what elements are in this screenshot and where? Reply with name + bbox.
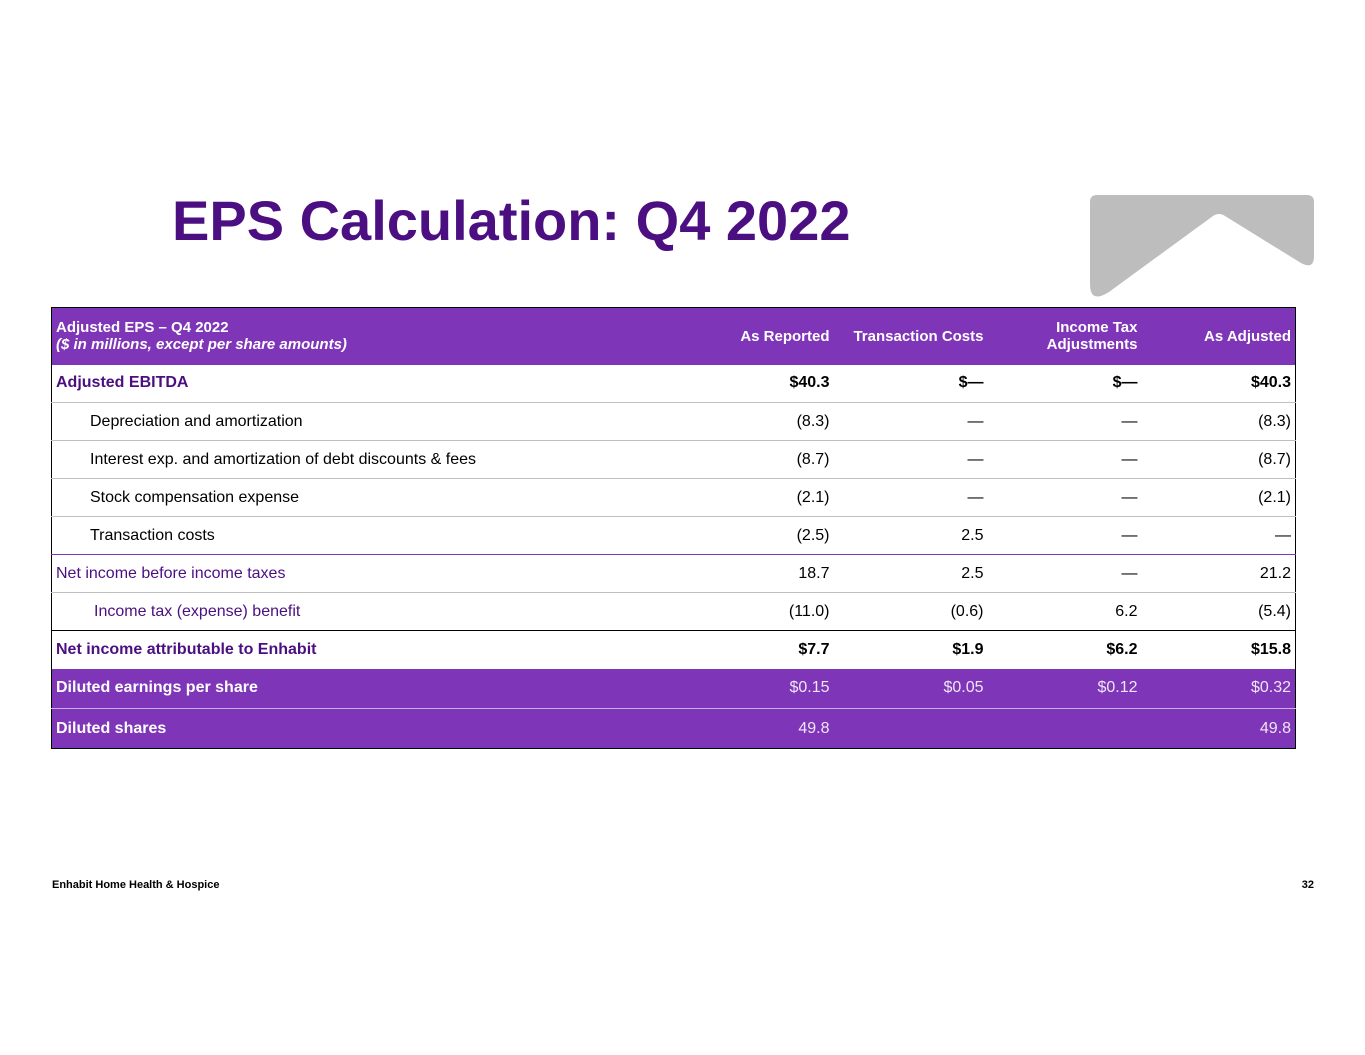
table-row-diluted-eps: Diluted earnings per share $0.15 $0.05 $… (51, 668, 1296, 709)
cell-as-adjusted: (5.4) (1258, 602, 1291, 620)
cell-transaction-costs: — (967, 412, 984, 430)
cell-as-reported: 18.7 (798, 564, 830, 582)
header-title: Adjusted EPS – Q4 2022 (56, 319, 229, 337)
cell-transaction-costs: 2.5 (961, 564, 984, 582)
cell-income-tax-adjustments: — (1121, 412, 1138, 430)
row-label: Diluted shares (56, 719, 167, 737)
row-label: Interest exp. and amortization of debt d… (90, 450, 476, 468)
row-label: Income tax (expense) benefit (94, 602, 301, 620)
header-income-tax-line2: Adjustments (1046, 336, 1138, 354)
header-subtitle: ($ in millions, except per share amounts… (56, 336, 347, 354)
cell-as-adjusted: — (1275, 526, 1291, 544)
table-row-transaction-costs: Transaction costs (2.5) 2.5 — — (51, 517, 1296, 555)
row-label: Adjusted EBITDA (56, 374, 189, 392)
header-income-tax-line1: Income Tax (1056, 319, 1138, 337)
header-as-adjusted: As Adjusted (1204, 327, 1291, 345)
cell-income-tax-adjustments: $— (1112, 374, 1138, 392)
cell-income-tax-adjustments: — (1121, 526, 1138, 544)
table-header-row: Adjusted EPS – Q4 2022 ($ in millions, e… (51, 307, 1296, 365)
cell-as-adjusted: 21.2 (1259, 564, 1291, 582)
cell-as-reported: (11.0) (788, 602, 830, 620)
cell-as-adjusted: $0.32 (1250, 679, 1291, 697)
table-row-depreciation: Depreciation and amortization (8.3) — — … (51, 403, 1296, 441)
table-row-interest-expense: Interest exp. and amortization of debt d… (51, 441, 1296, 479)
cell-income-tax-adjustments: — (1121, 564, 1138, 582)
table-row-stock-compensation: Stock compensation expense (2.1) — — (2.… (51, 479, 1296, 517)
company-logo-icon (1090, 195, 1314, 297)
footer-company-name: Enhabit Home Health & Hospice (52, 879, 220, 891)
page-number: 32 (1301, 879, 1314, 891)
cell-as-adjusted: (8.3) (1258, 412, 1291, 430)
cell-transaction-costs: (0.6) (950, 602, 984, 620)
row-label: Depreciation and amortization (90, 412, 303, 430)
header-label-cell: Adjusted EPS – Q4 2022 ($ in millions, e… (52, 308, 676, 365)
header-as-reported: As Reported (740, 327, 830, 345)
row-label: Transaction costs (90, 526, 215, 544)
cell-transaction-costs: 2.5 (961, 526, 984, 544)
cell-as-reported: $7.7 (798, 640, 830, 658)
row-label: Net income attributable to Enhabit (56, 640, 317, 658)
row-label: Stock compensation expense (90, 488, 300, 506)
cell-as-adjusted: (8.7) (1258, 450, 1291, 468)
cell-income-tax-adjustments: — (1121, 488, 1138, 506)
row-label: Net income before income taxes (56, 564, 286, 582)
eps-calculation-table: Adjusted EPS – Q4 2022 ($ in millions, e… (51, 307, 1296, 749)
table-row-net-income: Net income attributable to Enhabit $7.7 … (52, 631, 1296, 669)
cell-as-adjusted: $15.8 (1250, 640, 1291, 658)
cell-transaction-costs: $— (958, 374, 984, 392)
cell-transaction-costs (834, 709, 988, 749)
table-row-diluted-shares: Diluted shares 49.8 49.8 (51, 708, 1296, 749)
cell-as-reported: (2.1) (796, 488, 830, 506)
cell-as-adjusted: 49.8 (1259, 719, 1291, 737)
header-transaction-costs: Transaction Costs (853, 327, 984, 345)
table-row-net-income-before-taxes: Net income before income taxes 18.7 2.5 … (51, 555, 1296, 593)
header-income-tax-adjustments: Income Tax Adjustments (988, 308, 1142, 365)
cell-transaction-costs: $0.05 (943, 679, 984, 697)
cell-transaction-costs: — (967, 450, 984, 468)
cell-as-reported: 49.8 (798, 719, 830, 737)
cell-income-tax-adjustments (988, 709, 1142, 749)
cell-transaction-costs: $1.9 (952, 640, 984, 658)
table-row-income-tax: Income tax (expense) benefit (11.0) (0.6… (51, 593, 1296, 631)
table-row-adjusted-ebitda: Adjusted EBITDA $40.3 $— $— $40.3 (51, 365, 1296, 403)
cell-as-reported: $40.3 (789, 374, 830, 392)
cell-as-reported: (2.5) (796, 526, 830, 544)
cell-transaction-costs: — (967, 488, 984, 506)
cell-income-tax-adjustments: $6.2 (1106, 640, 1138, 658)
cell-as-adjusted: (2.1) (1258, 488, 1291, 506)
slide-title: EPS Calculation: Q4 2022 (172, 189, 851, 252)
cell-as-adjusted: $40.3 (1250, 374, 1291, 392)
cell-as-reported: (8.7) (796, 450, 830, 468)
cell-income-tax-adjustments: — (1121, 450, 1138, 468)
cell-as-reported: $0.15 (789, 679, 830, 697)
cell-as-reported: (8.3) (796, 412, 830, 430)
cell-income-tax-adjustments: $0.12 (1097, 679, 1138, 697)
row-label: Diluted earnings per share (56, 679, 258, 697)
cell-income-tax-adjustments: 6.2 (1115, 602, 1138, 620)
